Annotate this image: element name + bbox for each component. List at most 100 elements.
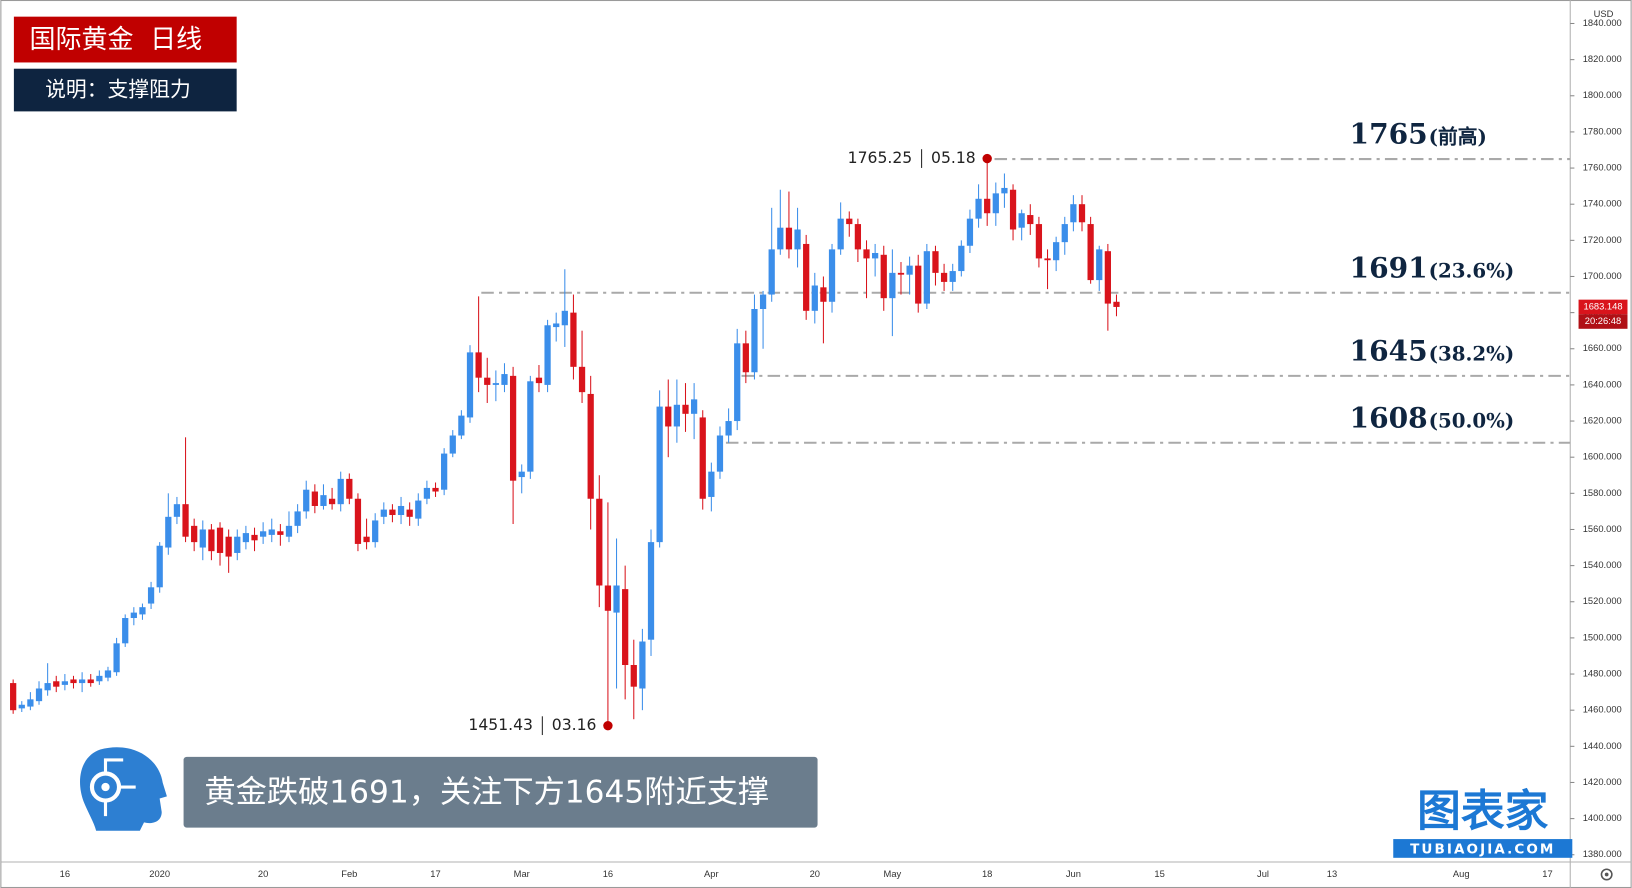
candle-body xyxy=(828,249,836,302)
candle-body xyxy=(1096,249,1103,281)
candle-body xyxy=(78,679,86,684)
candle-body xyxy=(846,218,853,225)
candle-body xyxy=(10,683,17,711)
candle-body xyxy=(639,641,646,689)
candle-body xyxy=(242,533,250,543)
title: 国际黄金 日线 xyxy=(30,25,203,55)
y-tick-label: 1780.000 xyxy=(1583,126,1622,136)
candle-body xyxy=(113,643,120,673)
candle-body xyxy=(18,704,25,709)
brand-url-box xyxy=(1393,839,1573,858)
extreme-value: 1451.43 xyxy=(468,716,533,734)
level-value: 1691 xyxy=(1350,251,1428,284)
candle-body xyxy=(35,688,43,702)
candle-body xyxy=(27,699,34,707)
candle-body xyxy=(906,265,913,275)
candle-body xyxy=(303,489,310,512)
level-note: (23.6%) xyxy=(1429,258,1515,282)
subtitle: 说明：支撑阻力 xyxy=(45,78,191,102)
candle-body xyxy=(346,478,353,499)
y-tick-label: 1700.000 xyxy=(1583,271,1622,281)
candle-body xyxy=(699,417,706,499)
extreme-date: 03.16 xyxy=(552,716,597,734)
candle-body xyxy=(501,374,508,385)
candle-body xyxy=(61,681,68,685)
x-tick-label: Jul xyxy=(1257,869,1269,879)
x-tick-label: 20 xyxy=(810,869,820,879)
candle-body xyxy=(415,500,422,519)
candle-body xyxy=(561,310,568,326)
title-box xyxy=(13,16,237,63)
candle-body xyxy=(509,375,517,481)
candle-body xyxy=(915,265,922,304)
candle-body xyxy=(777,227,784,250)
candle-body xyxy=(363,536,370,543)
candle-body xyxy=(277,531,284,535)
candle-body xyxy=(1113,301,1120,307)
candle-body xyxy=(466,352,474,418)
last-price: 1683.148 xyxy=(1583,301,1622,311)
last-price-tag xyxy=(1578,299,1628,315)
candle-body xyxy=(53,681,60,687)
candle-body xyxy=(285,525,293,537)
logo-icon xyxy=(80,747,167,831)
candle-body xyxy=(1044,258,1051,261)
caption: 黄金跌破1691，关注下方1645附近支撑 xyxy=(204,774,769,810)
candle-body xyxy=(682,404,689,414)
candle-body xyxy=(406,509,413,517)
candle-body xyxy=(630,665,637,687)
x-tick-label: Apr xyxy=(704,869,719,879)
candle-body xyxy=(208,529,215,552)
x-tick-label: Jun xyxy=(1066,869,1081,879)
candle-body xyxy=(958,245,965,272)
settings-icon[interactable] xyxy=(1600,868,1613,881)
candle-body xyxy=(475,352,482,378)
candle-body xyxy=(716,435,724,472)
candle-body xyxy=(768,249,775,295)
level-value: 1608 xyxy=(1350,401,1428,434)
candle-body xyxy=(966,218,974,246)
candle-body xyxy=(690,399,698,414)
y-tick-label: 1400.000 xyxy=(1583,813,1622,823)
candle-body xyxy=(156,545,163,588)
y-tick-label: 1420.000 xyxy=(1583,777,1622,787)
candle-body xyxy=(811,285,818,311)
candle-body xyxy=(647,542,655,640)
candle-body xyxy=(949,271,956,282)
y-tick-label: 1460.000 xyxy=(1583,705,1622,715)
candle-body xyxy=(311,491,318,506)
candle-body xyxy=(518,471,525,478)
candle-body xyxy=(441,453,448,490)
brand-name: 图表家 xyxy=(1417,786,1548,837)
candle-body xyxy=(596,498,603,586)
plot-area: 1380.000 1400.000 1420.000 1440.000 1460.000… xyxy=(10,18,1628,879)
extreme-value: 1765.25 xyxy=(848,149,913,167)
x-tick-label: Mar xyxy=(514,869,530,879)
x-tick-label: 17 xyxy=(430,869,440,879)
extreme-marker xyxy=(982,153,992,164)
y-tick-label: 1600.000 xyxy=(1583,452,1622,462)
x-tick-label: 16 xyxy=(603,869,613,879)
level-value: 1765 xyxy=(1350,118,1428,151)
x-tick-label: 20 xyxy=(258,869,268,879)
y-tick-label: 1440.000 xyxy=(1583,741,1622,751)
candle-body xyxy=(182,504,189,537)
currency: USD xyxy=(1594,9,1614,19)
candle-body xyxy=(70,679,77,684)
candle-body xyxy=(449,435,456,454)
candle-body xyxy=(673,404,680,427)
candle-body xyxy=(484,377,491,385)
caption-box xyxy=(183,756,818,828)
candle-body xyxy=(923,251,930,304)
candle-body xyxy=(1078,204,1086,223)
candle-body xyxy=(1018,213,1025,228)
candle-body xyxy=(872,252,879,259)
candle-body xyxy=(122,618,129,644)
extreme-marker xyxy=(603,720,613,731)
candle-body xyxy=(725,421,732,436)
x-tick-label: 13 xyxy=(1327,869,1337,879)
x-tick-label: Aug xyxy=(1453,869,1470,879)
candle-body xyxy=(734,343,741,422)
y-tick-label: 1620.000 xyxy=(1583,416,1622,426)
